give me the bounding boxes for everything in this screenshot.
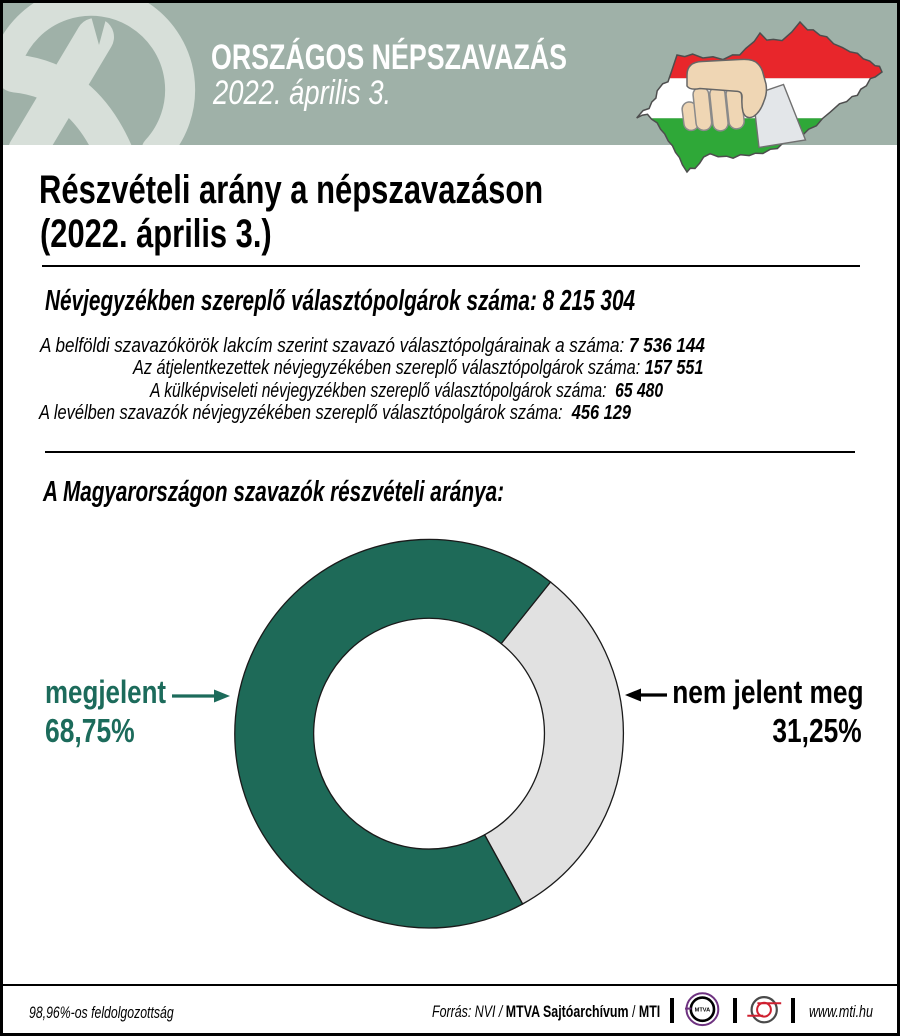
svg-text:MTVA: MTVA — [695, 1007, 710, 1013]
